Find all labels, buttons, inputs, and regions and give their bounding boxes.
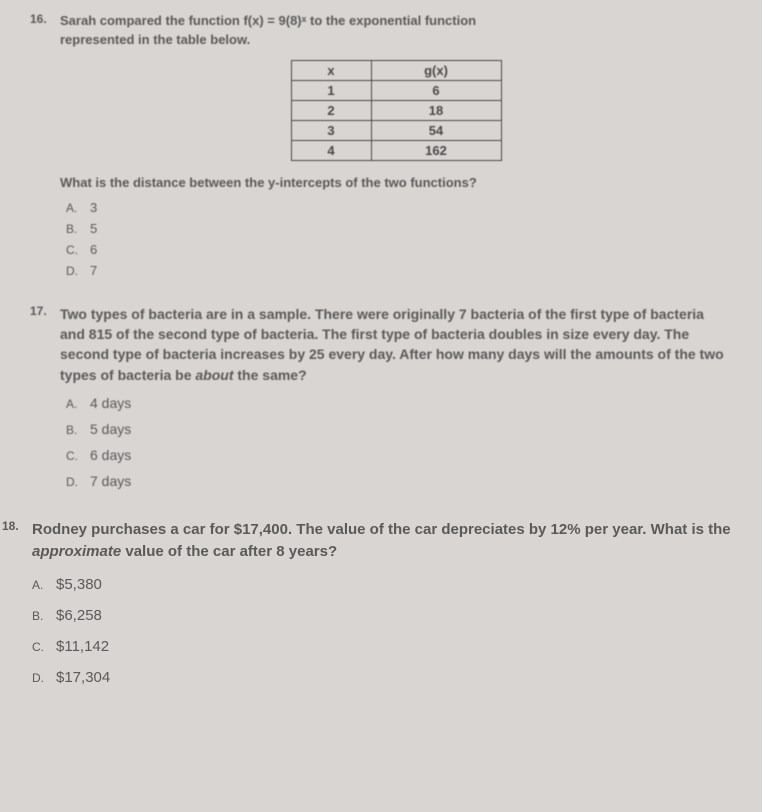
question-number: 18. <box>2 519 19 533</box>
choice-text: 6 days <box>90 447 131 463</box>
cell-gx: 18 <box>371 100 501 120</box>
cell-gx: 54 <box>371 120 501 140</box>
cell-x: 4 <box>291 140 371 160</box>
choice-c[interactable]: C.6 <box>66 242 732 257</box>
table-row: 1 6 <box>291 80 501 100</box>
cell-x: 2 <box>291 100 371 120</box>
question-18: 18. Rodney purchases a car for $17,400. … <box>32 519 732 687</box>
header-x: x <box>291 60 371 80</box>
choices: A.3 B.5 C.6 D.7 <box>66 200 732 278</box>
header-gx: g(x) <box>371 60 501 80</box>
choices: A.$5,380 B.$6,258 C.$11,142 D.$17,304 <box>32 576 732 686</box>
choice-letter: D. <box>66 475 90 489</box>
choice-text: 4 days <box>90 395 131 411</box>
function-table: x g(x) 1 6 2 18 3 54 4 162 <box>291 60 502 161</box>
choice-b[interactable]: B.5 days <box>66 421 732 437</box>
choice-a[interactable]: A.4 days <box>66 395 732 411</box>
choice-letter: B. <box>32 609 56 623</box>
question-number: 16. <box>30 12 47 26</box>
choice-d[interactable]: D.$17,304 <box>32 669 732 686</box>
prompt: Two types of bacteria are in a sample. T… <box>60 304 732 385</box>
choice-letter: B. <box>66 222 90 236</box>
cell-gx: 162 <box>371 140 501 160</box>
question-17: 17. Two types of bacteria are in a sampl… <box>60 304 732 489</box>
choice-letter: A. <box>66 397 90 411</box>
choice-d[interactable]: D.7 days <box>66 473 732 489</box>
sub-question: What is the distance between the y-inter… <box>60 175 732 190</box>
choice-letter: C. <box>66 243 90 257</box>
choice-letter: A. <box>66 201 90 215</box>
choices: A.4 days B.5 days C.6 days D.7 days <box>66 395 732 489</box>
table-row: 2 18 <box>291 100 501 120</box>
choice-text: 5 <box>90 221 97 236</box>
prompt-line-2: represented in the table below. <box>60 31 732 50</box>
choice-a[interactable]: A.3 <box>66 200 732 215</box>
table-row: 4 162 <box>291 140 501 160</box>
cell-gx: 6 <box>371 80 501 100</box>
choice-letter: C. <box>66 449 90 463</box>
choice-c[interactable]: C.6 days <box>66 447 732 463</box>
choice-text: $17,304 <box>56 669 110 686</box>
choice-c[interactable]: C.$11,142 <box>32 638 732 655</box>
choice-text: 3 <box>90 200 97 215</box>
choice-text: $5,380 <box>56 576 102 593</box>
choice-d[interactable]: D.7 <box>66 263 732 278</box>
choice-a[interactable]: A.$5,380 <box>32 576 732 593</box>
table-row: 3 54 <box>291 120 501 140</box>
choice-text: 5 days <box>90 421 131 437</box>
choice-text: 6 <box>90 242 97 257</box>
cell-x: 3 <box>291 120 371 140</box>
choice-text: $6,258 <box>56 607 102 624</box>
choice-letter: C. <box>32 640 56 654</box>
choice-b[interactable]: B.$6,258 <box>32 607 732 624</box>
choice-letter: A. <box>32 578 56 592</box>
choice-text: 7 <box>90 263 97 278</box>
prompt-line-1: Sarah compared the function f(x) = 9(8)ˣ… <box>60 12 732 31</box>
table-header-row: x g(x) <box>291 60 501 80</box>
question-16: 16. Sarah compared the function f(x) = 9… <box>60 12 732 278</box>
choice-letter: B. <box>66 423 90 437</box>
choice-text: 7 days <box>90 473 131 489</box>
prompt: Rodney purchases a car for $17,400. The … <box>32 519 732 563</box>
choice-letter: D. <box>32 671 56 685</box>
choice-b[interactable]: B.5 <box>66 221 732 236</box>
question-number: 17. <box>30 304 47 318</box>
cell-x: 1 <box>291 80 371 100</box>
choice-letter: D. <box>66 264 90 278</box>
choice-text: $11,142 <box>56 638 109 655</box>
